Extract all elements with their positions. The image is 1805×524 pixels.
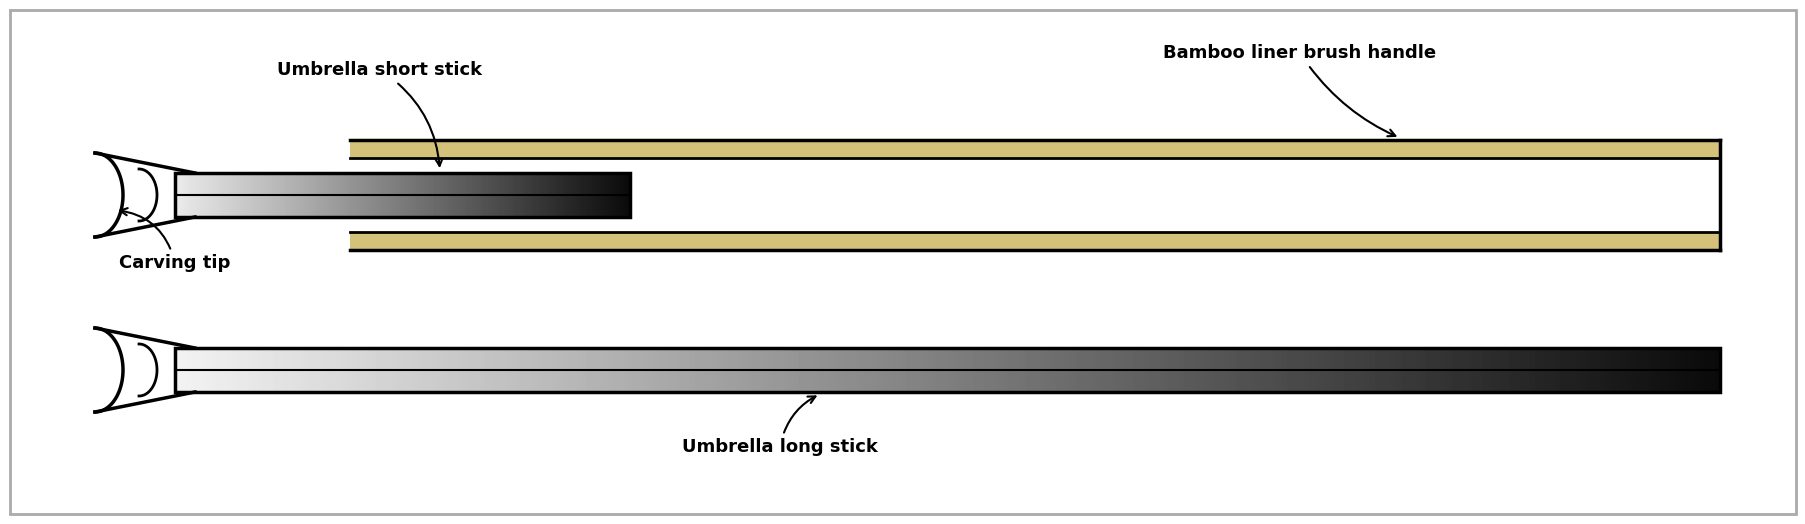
Text: Carving tip: Carving tip — [119, 208, 231, 272]
Bar — [175, 173, 630, 217]
Text: Bamboo liner brush handle: Bamboo liner brush handle — [1162, 44, 1435, 136]
Bar — [350, 140, 1718, 250]
Text: Umbrella short stick: Umbrella short stick — [278, 61, 482, 166]
Bar — [175, 348, 1718, 392]
Text: Umbrella long stick: Umbrella long stick — [682, 396, 877, 456]
Bar — [350, 140, 1718, 158]
Bar — [350, 232, 1718, 250]
